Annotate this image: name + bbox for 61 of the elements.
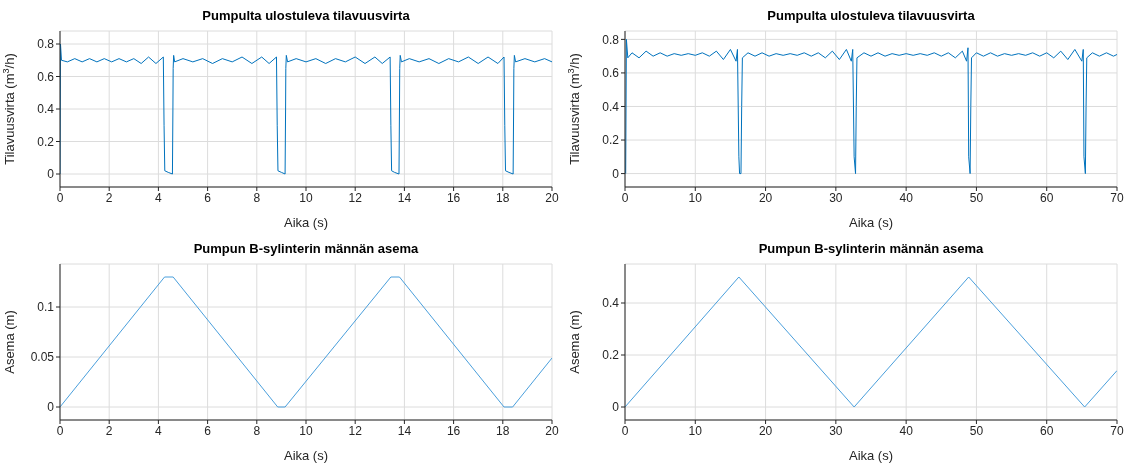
x-axis-title: Aika (s) xyxy=(848,215,894,230)
x-tick-label: 70 xyxy=(1110,423,1124,438)
x-axis-title: Aika (s) xyxy=(283,215,329,230)
x-tick-label: 70 xyxy=(1110,190,1124,205)
x-tick-label: 50 xyxy=(969,190,984,205)
x-tick-label: 6 xyxy=(204,190,212,205)
y-tick-label: 0.1 xyxy=(37,300,55,315)
x-tick-label: 6 xyxy=(204,423,212,438)
chart-title: Pumpun B-sylinterin männän asema xyxy=(757,241,985,256)
x-tick-label: 2 xyxy=(105,190,113,205)
x-tick-label: 60 xyxy=(1040,423,1054,438)
y-tick-label: 0 xyxy=(47,400,55,415)
x-tick-label: 20 xyxy=(758,423,773,438)
x-tick-label: 4 xyxy=(155,423,163,438)
line-series xyxy=(625,38,1117,175)
chart-title: Pumpun B-sylinterin männän asema xyxy=(192,241,420,256)
x-tick-label: 18 xyxy=(496,423,510,438)
y-tick-label: 0.4 xyxy=(602,296,620,311)
x-tick-label: 2 xyxy=(105,423,113,438)
x-tick-label: 14 xyxy=(397,190,412,205)
x-tick-label: 10 xyxy=(299,190,313,205)
x-axis-title: Aika (s) xyxy=(283,448,329,463)
y-tick-label: 0.05 xyxy=(30,350,55,365)
x-tick-label: 4 xyxy=(155,190,163,205)
x-tick-label: 16 xyxy=(446,190,461,205)
x-tick-label: 8 xyxy=(253,423,261,438)
y-tick-label: 0.4 xyxy=(37,102,55,117)
x-tick-label: 40 xyxy=(899,190,914,205)
x-tick-label: 30 xyxy=(829,190,843,205)
x-tick-label: 8 xyxy=(253,190,261,205)
y-tick-label: 0.6 xyxy=(602,66,620,81)
chart-title: Pumpulta ulostuleva tilavuusvirta xyxy=(201,8,411,23)
x-tick-label: 30 xyxy=(829,423,843,438)
x-tick-label: 10 xyxy=(299,423,313,438)
y-tick-label: 0.2 xyxy=(602,133,620,148)
x-tick-label: 10 xyxy=(688,423,703,438)
x-tick-label: 40 xyxy=(899,423,914,438)
y-axis-title: Asema (m) xyxy=(567,310,582,374)
y-tick-label: 0.8 xyxy=(602,32,620,47)
x-tick-label: 20 xyxy=(758,190,773,205)
y-tick-label: 0.8 xyxy=(37,37,55,52)
y-tick-label: 0 xyxy=(47,167,55,182)
x-tick-label: 20 xyxy=(545,190,559,205)
y-tick-label: 0.4 xyxy=(602,99,620,114)
y-tick-label: 0.6 xyxy=(37,69,55,84)
y-tick-label: 0 xyxy=(612,166,620,181)
y-tick-label: 0.2 xyxy=(37,134,55,149)
x-tick-label: 12 xyxy=(348,190,363,205)
y-axis-title: Asema (m) xyxy=(2,310,17,374)
x-axis-title: Aika (s) xyxy=(848,448,894,463)
y-tick-label: 0 xyxy=(612,400,620,415)
y-tick-label: 0.2 xyxy=(602,348,620,363)
chart-title: Pumpulta ulostuleva tilavuusvirta xyxy=(766,8,976,23)
x-tick-label: 12 xyxy=(348,423,363,438)
x-tick-label: 20 xyxy=(545,423,559,438)
x-tick-label: 18 xyxy=(496,190,510,205)
x-tick-label: 16 xyxy=(446,423,461,438)
x-tick-label: 60 xyxy=(1040,190,1054,205)
x-tick-label: 10 xyxy=(688,190,703,205)
x-tick-label: 50 xyxy=(969,423,984,438)
x-tick-label: 14 xyxy=(397,423,412,438)
